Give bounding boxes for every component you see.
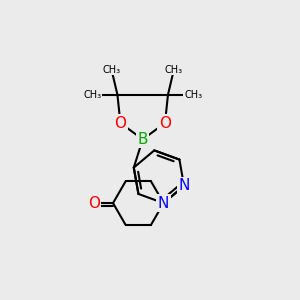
- Text: O: O: [159, 116, 171, 130]
- Text: CH₃: CH₃: [184, 90, 202, 100]
- Text: B: B: [137, 132, 148, 147]
- Text: N: N: [158, 196, 169, 211]
- Text: N: N: [178, 178, 190, 194]
- Text: CH₃: CH₃: [165, 64, 183, 74]
- Text: O: O: [114, 116, 126, 130]
- Text: CH₃: CH₃: [83, 90, 101, 100]
- Text: CH₃: CH₃: [102, 64, 121, 74]
- Text: O: O: [88, 196, 100, 211]
